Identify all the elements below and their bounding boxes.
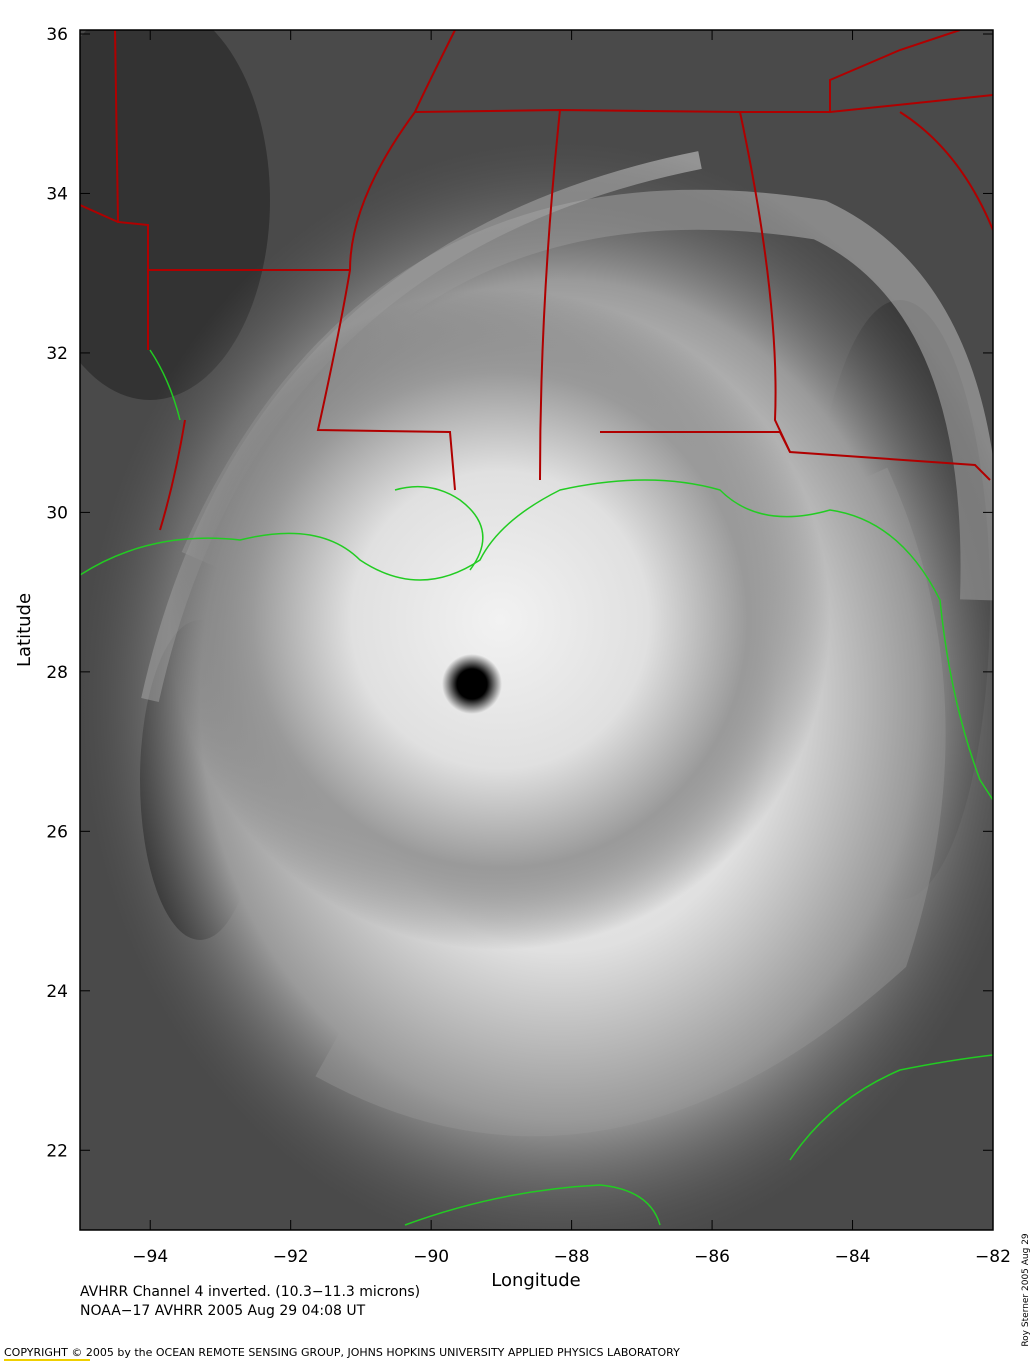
x-tick-label: −86 [694,1247,730,1267]
y-tick-label: 24 [46,982,68,1002]
credit: Roy Sterner 2005 Aug 29 [1021,1233,1031,1347]
y-tick-label: 32 [46,344,68,364]
y-tick-label: 22 [46,1141,68,1161]
x-tick-label: −84 [835,1247,871,1267]
plot-frame [79,29,994,1231]
x-tick-label: −88 [554,1247,590,1267]
x-tick-label: −94 [132,1247,168,1267]
caption: NOAA−17 AVHRR 2005 Aug 29 04:08 UT [80,1303,366,1319]
x-axis-label: Longitude [491,1270,581,1291]
caption: AVHRR Channel 4 inverted. (10.3−11.3 mic… [80,1284,420,1300]
y-tick-label: 26 [46,822,68,842]
y-tick-label: 34 [46,184,68,204]
x-tick-label: −82 [975,1247,1011,1267]
y-tick-label: 36 [46,25,68,45]
y-tick-label: 28 [46,663,68,683]
y-axis-label: Latitude [14,593,35,667]
x-tick-label: −90 [413,1247,449,1267]
copyright: COPYRIGHT © 2005 by the OCEAN REMOTE SEN… [4,1346,680,1359]
satellite-image [80,30,993,1230]
y-tick-label: 30 [46,503,68,523]
x-tick-label: −92 [273,1247,309,1267]
